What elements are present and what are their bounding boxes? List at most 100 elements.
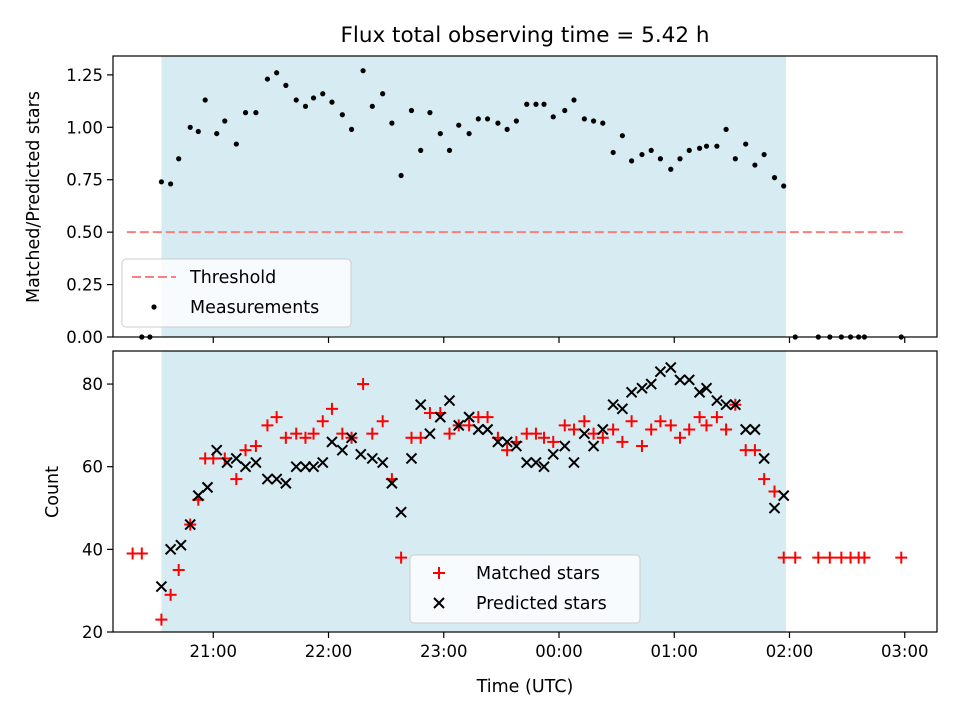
predicted-star-point	[636, 382, 648, 394]
predicted-star-point	[578, 427, 591, 440]
y-tick-label: 1.00	[66, 118, 103, 137]
matched-star-point	[700, 419, 713, 432]
measurement-point	[696, 145, 703, 151]
x-axis-label: Time (UTC)	[476, 677, 574, 697]
legend-threshold-label: Threshold	[189, 268, 276, 288]
predicted-star-point	[665, 361, 677, 374]
measurement-point	[629, 158, 635, 164]
predicted-star-point	[326, 436, 338, 448]
predicted-star-point	[587, 440, 600, 452]
predicted-star-point	[501, 436, 513, 448]
bottom-legend: Matched stars Predicted stars	[409, 554, 641, 624]
measurement-point	[408, 107, 415, 114]
y-tick-label: 0.75	[66, 171, 103, 190]
predicted-star-point	[355, 448, 367, 461]
legend-measurements-swatch	[151, 304, 157, 310]
matched-star-point	[395, 551, 408, 564]
predicted-star-point	[414, 399, 427, 411]
measurement-point	[541, 101, 547, 107]
matched-star-point	[443, 427, 456, 440]
legend-measurements-label: Measurements	[190, 298, 319, 318]
predicted-star-point	[434, 411, 447, 423]
predicted-star-point	[405, 452, 418, 465]
matched-star-point	[155, 613, 168, 626]
measurement-point	[233, 141, 239, 147]
measurement-point	[590, 118, 597, 124]
predicted-star-point	[720, 399, 732, 411]
legend-matched-label: Matched stars	[476, 564, 600, 584]
bottom-plot-frame	[112, 350, 938, 633]
matched-star-point	[290, 427, 303, 440]
matched-star-point	[261, 419, 274, 432]
measurement-point	[550, 114, 556, 120]
measurement-point	[418, 147, 424, 153]
matched-star-point	[823, 551, 836, 564]
predicted-star-point	[510, 440, 523, 452]
predicted-stars-series	[155, 361, 790, 593]
measurement-point	[648, 147, 654, 153]
measurement-point	[242, 110, 249, 116]
predicted-star-point	[453, 419, 465, 432]
measurement-point	[187, 124, 193, 130]
measurement-point	[437, 130, 443, 137]
matched-star-point	[270, 411, 283, 424]
top-panel: Flux total observing time = 5.42 h 0.000…	[24, 23, 938, 347]
predicted-star-point	[758, 452, 770, 465]
matched-star-point	[596, 431, 609, 444]
y-tick-label: 0.50	[66, 223, 103, 242]
predicted-star-point	[270, 473, 283, 485]
measurement-point	[562, 107, 568, 114]
top-y-axis-label: Matched/Predicted stars	[24, 91, 44, 303]
measurement-point	[398, 172, 404, 179]
predicted-star-point	[424, 427, 436, 440]
matched-star-point	[748, 444, 761, 457]
matched-star-point	[230, 473, 243, 486]
y-tick-label: 20	[82, 623, 103, 642]
matched-star-point	[777, 551, 790, 564]
measurement-point	[456, 122, 462, 128]
matched-star-point	[172, 564, 185, 577]
measurement-point	[214, 130, 220, 137]
measurement-point	[513, 118, 519, 124]
predicted-star-point	[625, 386, 638, 399]
matched-star-point	[249, 440, 262, 453]
predicted-star-point	[778, 489, 790, 502]
predicted-star-point	[164, 543, 177, 556]
matched-star-point	[645, 423, 658, 436]
measurement-point	[427, 110, 433, 116]
predicted-star-point	[211, 444, 223, 456]
predicted-star-point	[654, 365, 667, 378]
x-tick-label: 22:00	[305, 642, 353, 661]
measurement-point	[610, 149, 616, 156]
predicted-star-point	[463, 411, 475, 423]
predicted-star-point	[192, 489, 204, 502]
x-tick-label: 21:00	[189, 642, 237, 661]
predicted-star-point	[472, 423, 485, 436]
y-tick-label: 40	[82, 540, 103, 559]
predicted-star-point	[336, 444, 349, 456]
measurement-point	[222, 118, 228, 124]
predicted-star-point	[597, 423, 609, 436]
predicted-star-point	[443, 394, 456, 407]
matched-star-point	[481, 411, 494, 424]
predicted-star-point	[674, 374, 686, 386]
predicted-star-point	[729, 399, 742, 411]
matched-star-point	[529, 427, 542, 440]
predicted-star-point	[239, 460, 252, 473]
measurement-point	[723, 126, 729, 132]
measurement-point	[293, 97, 299, 103]
matched-star-point	[423, 406, 436, 419]
predicted-star-point	[386, 477, 398, 489]
measurement-point	[320, 91, 326, 97]
predicted-star-point	[481, 423, 494, 436]
predicted-star-point	[739, 423, 752, 436]
top-plot-frame	[112, 55, 938, 338]
matched-star-point	[683, 423, 696, 436]
y-tick-label: 80	[82, 375, 103, 394]
predicted-star-point	[693, 386, 706, 399]
predicted-star-point	[521, 456, 533, 469]
top-legend: Threshold Measurements	[121, 258, 352, 328]
predicted-star-point	[492, 436, 504, 448]
x-tick-label: 01:00	[650, 642, 698, 661]
predicted-star-point	[221, 456, 233, 469]
